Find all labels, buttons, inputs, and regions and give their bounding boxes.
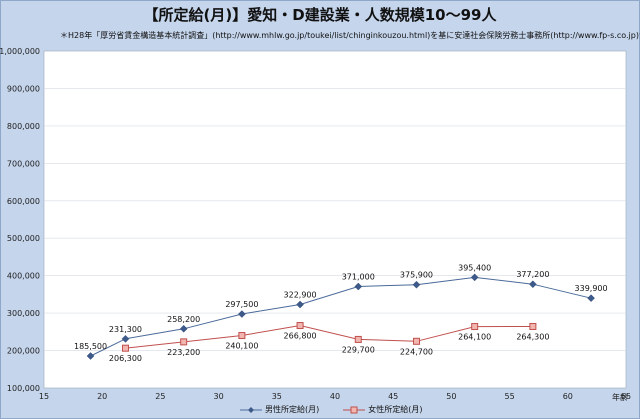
- y-tick-label: 200,000: [7, 347, 40, 356]
- grid-lines: [44, 88, 626, 351]
- data-point-female: [471, 323, 479, 331]
- data-point-male: [529, 280, 537, 289]
- data-point-male: [86, 352, 95, 360]
- series-line-1: [125, 324, 533, 349]
- y-tick-label: 600,000: [7, 197, 40, 206]
- data-label-male: 377,200: [516, 270, 549, 279]
- x-tick-label: 25: [155, 392, 165, 401]
- data-label-male: 322,900: [284, 291, 317, 300]
- x-tick-label: 35: [272, 392, 282, 401]
- data-point-male: [587, 294, 595, 303]
- y-tick-label: 1,000,000: [0, 47, 40, 56]
- x-tick-label: 20: [97, 392, 107, 401]
- data-point-female: [180, 338, 188, 346]
- data-point-female: [412, 337, 420, 345]
- chart-title: 【所定給(月)】愛知・D建設業・人数規模10～99人: [143, 6, 497, 24]
- data-label-male: 395,400: [458, 263, 491, 272]
- data-label-female: 224,700: [400, 347, 433, 356]
- x-tick-label: 65: [621, 392, 631, 401]
- legend: 男性所定給(月) 女性所定給(月): [240, 404, 423, 415]
- legend-label-male: 男性所定給(月): [265, 405, 320, 414]
- x-tick-label: 55: [505, 392, 515, 401]
- y-tick-label: 700,000: [7, 159, 40, 168]
- data-label-male: 339,900: [575, 284, 608, 293]
- legend-swatch-male: [240, 406, 262, 413]
- legend-item-male: 男性所定給(月): [240, 404, 319, 415]
- data-point-female: [529, 322, 537, 330]
- data-label-female: 266,800: [284, 332, 317, 341]
- data-point-female: [296, 322, 304, 330]
- y-tick-label: 900,000: [7, 84, 40, 93]
- data-label-female: 264,100: [458, 333, 491, 342]
- data-label-female: 240,100: [225, 342, 258, 351]
- x-tick-label: 60: [563, 392, 573, 401]
- data-point-male: [179, 324, 188, 333]
- y-tick-label: 800,000: [7, 122, 40, 131]
- data-point-female: [238, 332, 246, 340]
- legend-label-female: 女性所定給(月): [368, 405, 423, 414]
- data-label-female: 229,700: [342, 345, 375, 354]
- data-point-female: [121, 344, 129, 352]
- data-point-male: [121, 334, 130, 343]
- data-label-male: 185,500: [74, 342, 107, 351]
- data-label-male: 231,300: [109, 325, 142, 334]
- data-point-female: [354, 335, 362, 343]
- data-point-male: [412, 280, 421, 289]
- data-point-male: [470, 273, 479, 282]
- y-axis: 100,000 200,000 300,000 400,000 500,000 600,0…: [0, 47, 40, 393]
- x-tick-label: 15: [39, 392, 49, 401]
- data-point-male: [238, 310, 246, 318]
- data-label-female: 206,300: [109, 354, 142, 363]
- x-axis-label: 年齢: [612, 392, 628, 402]
- data-label-female: 264,300: [516, 332, 549, 341]
- y-tick-label: 500,000: [7, 234, 40, 243]
- legend-swatch-female: [343, 406, 366, 413]
- x-tick-label: 30: [214, 392, 224, 401]
- x-axis: 15 20 25 30 35 40 45 50 55 60 65: [39, 392, 631, 401]
- plot-area: [43, 50, 627, 389]
- chart-subtitle: ＊H28年「厚労省賃金構造基本統計調査」(http://www.mhlw.go.…: [60, 31, 640, 40]
- x-tick-label: 45: [388, 392, 398, 401]
- series-line-0: [90, 276, 592, 357]
- data-label-male: 297,500: [225, 300, 258, 309]
- x-tick-label: 50: [446, 392, 456, 401]
- data-point-male: [296, 300, 304, 309]
- data-point-male: [354, 282, 363, 291]
- data-label-female: 223,200: [167, 348, 200, 357]
- y-tick-label: 400,000: [7, 272, 40, 281]
- x-tick-label: 40: [330, 392, 340, 401]
- data-label-male: 258,200: [167, 315, 200, 324]
- y-tick-label: 100,000: [7, 384, 40, 393]
- data-label-male: 371,000: [342, 273, 375, 282]
- legend-item-female: 女性所定給(月): [343, 404, 423, 415]
- data-label-male: 375,900: [400, 271, 433, 280]
- y-tick-label: 300,000: [7, 309, 40, 318]
